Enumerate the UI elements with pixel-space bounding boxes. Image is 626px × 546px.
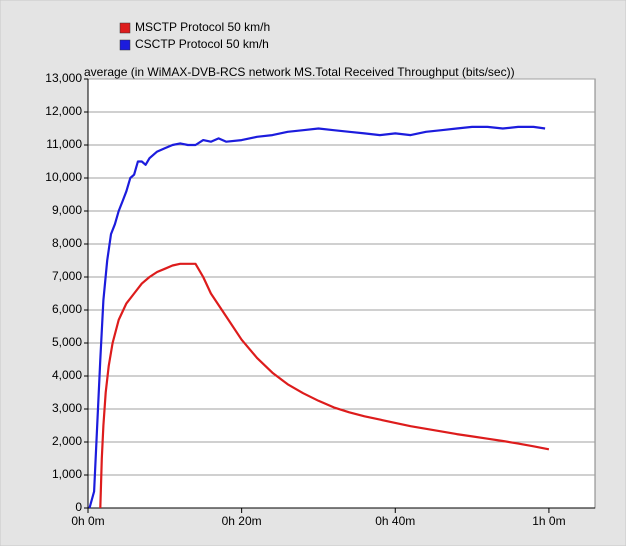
y-tick-label: 0 xyxy=(75,500,82,514)
y-tick-label: 2,000 xyxy=(52,434,82,448)
y-tick-label: 6,000 xyxy=(52,302,82,316)
series-line xyxy=(99,262,550,509)
x-tick-label: 0h 20m xyxy=(222,514,262,528)
x-tick-label: 0h 40m xyxy=(375,514,415,528)
plot-area xyxy=(87,78,596,509)
y-tick-label: 11,000 xyxy=(46,137,82,151)
y-tick-label: 3,000 xyxy=(52,401,82,415)
y-tick-label: 4,000 xyxy=(52,368,82,382)
y-tick-label: 8,000 xyxy=(52,236,82,250)
y-tick-label: 7,000 xyxy=(52,269,82,283)
chart-title: average (in WiMAX-DVB-RCS network MS.Tot… xyxy=(84,65,515,79)
x-tick-label: 1h 0m xyxy=(532,514,565,528)
legend-label: CSCTP Protocol 50 km/h xyxy=(135,37,269,51)
y-tick-label: 9,000 xyxy=(52,203,82,217)
y-tick-label: 13,000 xyxy=(45,71,82,85)
y-tick-label: 5,000 xyxy=(52,335,82,349)
y-tick-label: 10,000 xyxy=(45,170,82,184)
y-tick-label: 1,000 xyxy=(52,467,82,481)
series-line xyxy=(88,125,546,509)
y-tick-label: 12,000 xyxy=(45,104,82,118)
legend-swatch xyxy=(119,39,131,51)
legend-label: MSCTP Protocol 50 km/h xyxy=(135,20,270,34)
x-tick-label: 0h 0m xyxy=(71,514,104,528)
legend-swatch xyxy=(119,22,131,34)
